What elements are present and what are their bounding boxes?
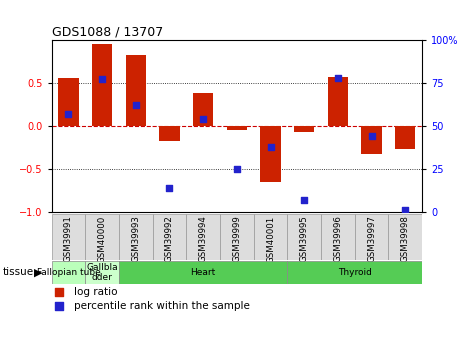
Bar: [254, 214, 287, 260]
Text: Thyroid: Thyroid: [338, 268, 371, 277]
Point: [55, 289, 63, 295]
Bar: [159, 126, 180, 141]
Bar: [152, 214, 186, 260]
Bar: [362, 126, 382, 154]
Point: [301, 197, 308, 203]
Point: [65, 111, 72, 117]
Text: GDS1088 / 13707: GDS1088 / 13707: [52, 26, 163, 39]
Bar: [52, 214, 85, 260]
Text: GSM39998: GSM39998: [401, 215, 410, 262]
Point: [55, 303, 63, 309]
Bar: [395, 126, 416, 149]
Text: GSM40001: GSM40001: [266, 215, 275, 263]
Bar: [85, 261, 119, 284]
Text: GSM39997: GSM39997: [367, 215, 376, 262]
Text: percentile rank within the sample: percentile rank within the sample: [74, 301, 250, 311]
Bar: [85, 214, 119, 260]
Text: GSM39992: GSM39992: [165, 215, 174, 262]
Text: GSM39994: GSM39994: [199, 215, 208, 262]
Point: [267, 144, 274, 149]
Bar: [227, 126, 247, 130]
Text: GSM39991: GSM39991: [64, 215, 73, 262]
Point: [98, 77, 106, 82]
Bar: [287, 214, 321, 260]
Bar: [193, 93, 213, 126]
Text: GSM39995: GSM39995: [300, 215, 309, 262]
Bar: [287, 261, 422, 284]
Text: GSM40000: GSM40000: [98, 215, 106, 263]
Bar: [328, 77, 348, 126]
Bar: [186, 214, 220, 260]
Point: [199, 116, 207, 122]
Bar: [119, 261, 287, 284]
Point: [334, 75, 341, 80]
Bar: [119, 214, 152, 260]
Text: GSM39993: GSM39993: [131, 215, 140, 262]
Point: [233, 166, 241, 172]
Bar: [220, 214, 254, 260]
Bar: [321, 214, 355, 260]
Bar: [260, 126, 280, 182]
Text: GSM39996: GSM39996: [333, 215, 342, 262]
Text: Gallbla
dder: Gallbla dder: [86, 263, 118, 282]
Point: [368, 134, 375, 139]
Text: tissue: tissue: [2, 267, 33, 277]
Text: ▶: ▶: [34, 267, 42, 277]
Point: [166, 185, 173, 191]
Point: [401, 208, 409, 213]
Text: Heart: Heart: [190, 268, 216, 277]
Bar: [58, 79, 78, 126]
Point: [132, 102, 140, 108]
Text: Fallopian tube: Fallopian tube: [37, 268, 100, 277]
Bar: [126, 55, 146, 126]
Text: GSM39999: GSM39999: [232, 215, 242, 262]
Bar: [294, 126, 314, 132]
Bar: [388, 214, 422, 260]
Text: log ratio: log ratio: [74, 287, 117, 297]
Bar: [92, 44, 112, 126]
Bar: [52, 261, 85, 284]
Bar: [355, 214, 388, 260]
